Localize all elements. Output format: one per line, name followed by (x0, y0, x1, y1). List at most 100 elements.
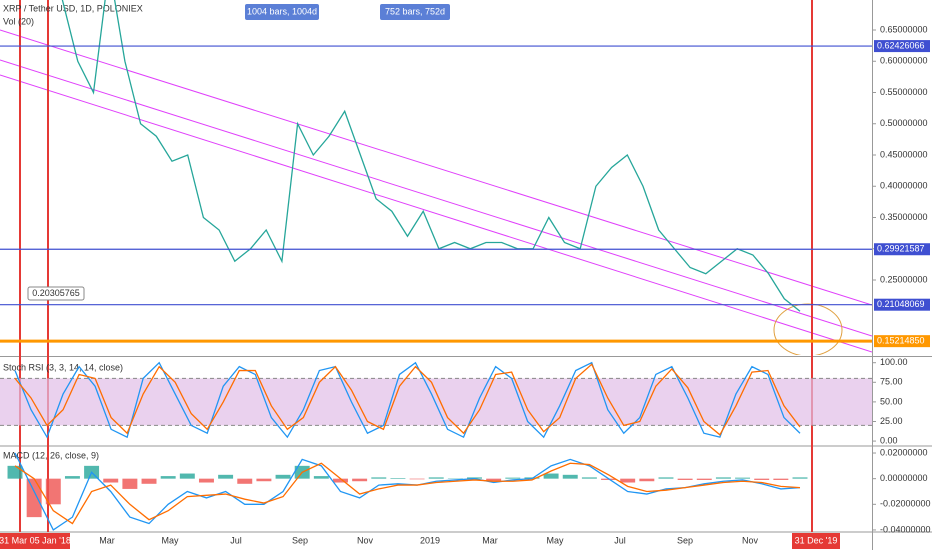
y-tick-label: 0.02000000 (880, 447, 928, 457)
x-tick-label: May (546, 535, 564, 545)
y-tick-label: 0.60000000 (880, 56, 928, 66)
range-box (245, 4, 319, 20)
histogram-bar (141, 478, 157, 484)
histogram-bar (620, 478, 636, 483)
x-tick-label: Mar (99, 535, 115, 545)
y-tick-label: 0.45000000 (880, 149, 928, 159)
histogram-bar (237, 478, 253, 484)
x-tick-label: Nov (357, 535, 374, 545)
level-label-box (874, 335, 930, 348)
x-tick-label: May (161, 535, 179, 545)
y-tick-label: 0.35000000 (880, 212, 928, 222)
histogram-bar (696, 478, 712, 480)
histogram-bar (160, 476, 176, 479)
histogram-bar (505, 477, 521, 479)
level-label: 0.29921587 (877, 244, 925, 254)
histogram-bar (45, 478, 61, 505)
histogram-bar (275, 474, 291, 479)
range-box (380, 4, 450, 20)
pane (7, 452, 808, 531)
y-tick-label: 0.40000000 (880, 181, 928, 191)
level-label-box (874, 40, 930, 53)
histogram-bar (390, 478, 406, 479)
histogram-bar (543, 473, 559, 479)
y-tick-label: 0.00000000 (880, 473, 928, 483)
x-tick-label: Sep (292, 535, 308, 545)
histogram-bar (256, 478, 272, 482)
y-tick-label: 50.00 (880, 396, 903, 406)
histogram-bar (773, 478, 789, 480)
y-tick-label: 0.55000000 (880, 87, 928, 97)
y-tick-label: 0.00 (880, 435, 898, 445)
pane (61, 0, 801, 312)
series-line (61, 0, 801, 312)
histogram-bar (639, 478, 655, 482)
x-tick-label: Nov (742, 535, 759, 545)
histogram-bar (486, 478, 502, 482)
histogram-bar (562, 474, 578, 479)
histogram-bar (179, 473, 195, 479)
price-note-box (27, 286, 85, 301)
histogram-bar (122, 478, 138, 489)
series-line (14, 361, 801, 439)
y-tick-label: 0.50000000 (880, 118, 928, 128)
y-tick-label: 25.00 (880, 416, 903, 426)
range-label: 752 bars, 752d (385, 6, 445, 16)
histogram-bar (26, 478, 42, 518)
level-label: 0.21048069 (877, 299, 925, 309)
time-marker: 31 Dec '19 (795, 535, 838, 545)
y-tick-label: 75.00 (880, 377, 903, 387)
histogram-bar (218, 474, 234, 479)
histogram-bar (409, 478, 425, 480)
x-tick-label: Jul (230, 535, 242, 545)
x-tick-label: 2019 (420, 535, 440, 545)
level-label-box (874, 298, 930, 311)
pane (0, 361, 872, 439)
histogram-bar (792, 477, 808, 479)
level-label: 0.62426066 (877, 40, 925, 50)
y-tick-label: -0.04000000 (880, 524, 931, 534)
range-label: 1004 bars, 1004d (247, 6, 317, 16)
histogram-bar (64, 476, 80, 479)
histogram-bar (103, 478, 119, 483)
trend-line (0, 74, 872, 353)
histogram-bar (754, 478, 770, 480)
time-marker: 31 Mar 05 Jan '18 (0, 535, 71, 545)
level-label-box (874, 243, 930, 256)
drawings (0, 29, 872, 355)
x-tick-label: Jul (614, 535, 626, 545)
level-label: 0.15214850 (877, 336, 925, 346)
indicator-title: MACD (12, 26, close, 9) (3, 450, 99, 460)
histogram-bar (658, 477, 674, 479)
highlight-ellipse (773, 303, 843, 355)
histogram-bar (735, 477, 751, 479)
histogram-bar (352, 478, 368, 482)
chart-title: XRP / Tether USD, 1D, POLONIEX (3, 3, 143, 13)
y-tick-label: 0.65000000 (880, 24, 928, 34)
series-line (14, 363, 801, 436)
histogram-bar (371, 477, 387, 479)
histogram-bar (581, 477, 597, 479)
y-tick-label: -0.02000000 (880, 499, 931, 509)
volume-label: Vol (20) (3, 16, 34, 26)
trend-line (0, 59, 872, 337)
x-tick-label: Sep (677, 535, 693, 545)
histogram-bar (198, 478, 214, 483)
range-lines: 1004 bars, 1004d 752 bars, 752d 0.203057… (19, 0, 813, 532)
histogram-bar (677, 478, 693, 480)
time-marker-box (792, 533, 840, 549)
histogram-bar (333, 478, 348, 483)
indicator-title: Stoch RSI (3, 3, 14, 14, close) (3, 362, 123, 372)
price-note: 0.20305765 (32, 288, 80, 298)
x-tick-label: Mar (482, 535, 498, 545)
trend-line (0, 29, 872, 306)
histogram-bar (428, 477, 444, 479)
histogram-bar (313, 476, 329, 479)
histogram-bar (715, 477, 731, 479)
series-line (14, 462, 801, 525)
y-tick-label: 100.00 (880, 357, 908, 367)
histogram-bar (7, 465, 23, 479)
y-tick-label: 0.25000000 (880, 274, 928, 284)
